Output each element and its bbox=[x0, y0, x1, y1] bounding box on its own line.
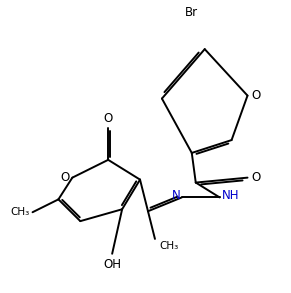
Text: CH₃: CH₃ bbox=[10, 207, 30, 217]
Text: O: O bbox=[251, 171, 260, 184]
Text: N: N bbox=[172, 190, 180, 202]
Text: Br: Br bbox=[185, 6, 198, 20]
Text: CH₃: CH₃ bbox=[159, 241, 179, 251]
Text: NH: NH bbox=[222, 190, 239, 202]
Text: O: O bbox=[60, 171, 70, 184]
Text: O: O bbox=[104, 112, 113, 125]
Text: O: O bbox=[252, 89, 261, 102]
Text: OH: OH bbox=[103, 258, 121, 271]
